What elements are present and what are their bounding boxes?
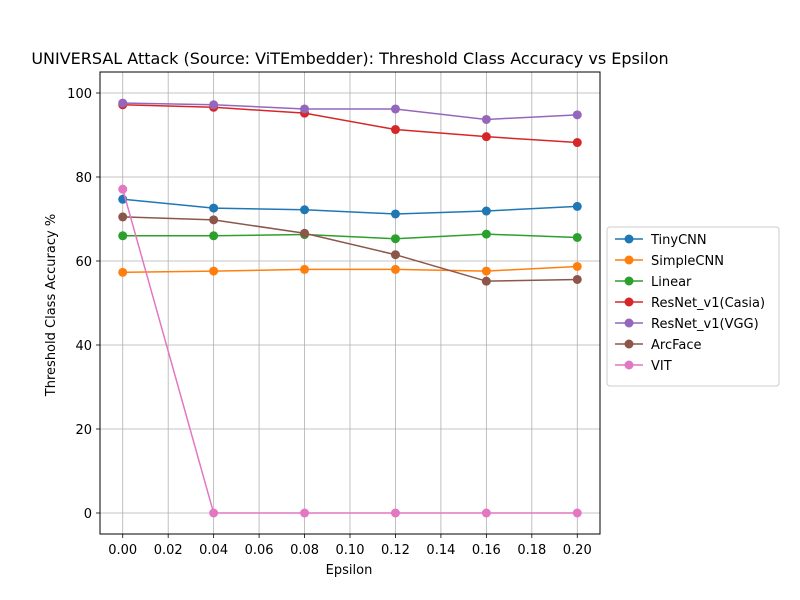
y-tick-label: 20 bbox=[75, 423, 92, 438]
data-point bbox=[572, 138, 582, 148]
data-point bbox=[390, 209, 400, 219]
legend: TinyCNN SimpleCNN Linear ResNet_v1(Casia) Re… bbox=[606, 226, 780, 387]
legend-marker bbox=[624, 318, 634, 328]
series-line bbox=[122, 233, 578, 240]
data-point bbox=[481, 114, 491, 124]
x-tick-label: 0.00 bbox=[108, 543, 137, 558]
data-point bbox=[572, 261, 582, 271]
data-point bbox=[481, 276, 491, 286]
y-tick-label: 40 bbox=[75, 339, 92, 354]
data-point bbox=[390, 104, 400, 114]
y-axis-label: Threshold Class Accuracy % bbox=[44, 214, 59, 397]
series-1 bbox=[118, 261, 582, 277]
series-line bbox=[122, 265, 578, 274]
data-point bbox=[118, 267, 128, 277]
data-point bbox=[300, 264, 310, 274]
x-tick-label: 0.14 bbox=[426, 543, 455, 558]
data-point bbox=[481, 132, 491, 142]
data-point bbox=[209, 215, 219, 225]
series-5 bbox=[118, 212, 582, 286]
legend-item: SimpleCNN bbox=[615, 254, 724, 269]
legend-label: SimpleCNN bbox=[651, 254, 724, 269]
data-point bbox=[209, 203, 219, 213]
series-line bbox=[122, 104, 578, 144]
legend-marker bbox=[624, 360, 634, 370]
x-tick-label: 0.12 bbox=[381, 543, 410, 558]
grid bbox=[100, 72, 600, 534]
x-tick-label: 0.20 bbox=[563, 543, 592, 558]
legend-label: ResNet_v1(Casia) bbox=[651, 296, 765, 311]
y-tick-label: 80 bbox=[75, 171, 92, 186]
series-4 bbox=[118, 98, 582, 124]
data-point bbox=[481, 206, 491, 216]
data-point bbox=[572, 201, 582, 211]
data-point bbox=[390, 508, 400, 518]
data-point bbox=[390, 234, 400, 244]
x-tick-label: 0.04 bbox=[199, 543, 228, 558]
plot-series bbox=[118, 98, 582, 518]
x-tick-label: 0.10 bbox=[336, 543, 365, 558]
x-tick-label: 0.18 bbox=[517, 543, 546, 558]
x-tick-label: 0.02 bbox=[154, 543, 183, 558]
data-point bbox=[118, 98, 128, 108]
data-point bbox=[481, 229, 491, 239]
legend-frame bbox=[606, 226, 780, 387]
data-point bbox=[390, 264, 400, 274]
legend-marker bbox=[624, 297, 634, 307]
legend-marker bbox=[624, 255, 634, 265]
chart-title: UNIVERSAL Attack (Source: ViTEmbedder): … bbox=[31, 49, 668, 68]
axis-ticks: 0.00 0.02 0.04 0.06 0.08 0.10 0.12 0.14 0.16 0.18… bbox=[67, 87, 592, 558]
series-line bbox=[122, 198, 578, 215]
data-point bbox=[572, 274, 582, 284]
data-point bbox=[300, 508, 310, 518]
data-point bbox=[209, 231, 219, 241]
legend-label: Linear bbox=[651, 275, 692, 290]
series-line bbox=[122, 102, 578, 121]
legend-marker bbox=[624, 234, 634, 244]
legend-label: VIT bbox=[651, 359, 672, 374]
legend-label: ArcFace bbox=[651, 338, 702, 353]
y-tick-label: 60 bbox=[75, 255, 92, 270]
legend-item: TinyCNN bbox=[615, 233, 707, 248]
x-axis-label: Epsilon bbox=[326, 563, 373, 578]
legend-marker bbox=[624, 339, 634, 349]
x-tick-label: 0.08 bbox=[290, 543, 319, 558]
y-tick-label: 100 bbox=[67, 87, 92, 102]
data-point bbox=[209, 100, 219, 110]
legend-marker bbox=[624, 276, 634, 286]
data-point bbox=[481, 266, 491, 276]
legend-label: ResNet_v1(VGG) bbox=[651, 317, 759, 332]
legend-item: ResNet_v1(Casia) bbox=[615, 296, 765, 311]
legend-label: TinyCNN bbox=[650, 233, 707, 248]
data-point bbox=[118, 212, 128, 222]
data-point bbox=[572, 110, 582, 120]
data-point bbox=[300, 104, 310, 114]
series-line bbox=[122, 188, 578, 514]
data-point bbox=[300, 228, 310, 238]
data-point bbox=[390, 250, 400, 260]
data-point bbox=[572, 232, 582, 242]
legend-item: ResNet_v1(VGG) bbox=[615, 317, 759, 332]
series-6 bbox=[118, 184, 582, 518]
data-point bbox=[118, 184, 128, 194]
legend-item: Linear bbox=[615, 275, 692, 290]
legend-item: ArcFace bbox=[615, 338, 702, 353]
y-tick-label: 0 bbox=[84, 507, 92, 522]
legend-item: VIT bbox=[615, 359, 672, 374]
x-tick-label: 0.16 bbox=[472, 543, 501, 558]
series-line bbox=[122, 216, 578, 282]
x-tick-label: 0.06 bbox=[245, 543, 274, 558]
data-point bbox=[300, 205, 310, 215]
data-point bbox=[390, 125, 400, 135]
data-point bbox=[481, 508, 491, 518]
data-point bbox=[209, 508, 219, 518]
data-point bbox=[118, 231, 128, 241]
data-point bbox=[572, 508, 582, 518]
data-point bbox=[209, 266, 219, 276]
